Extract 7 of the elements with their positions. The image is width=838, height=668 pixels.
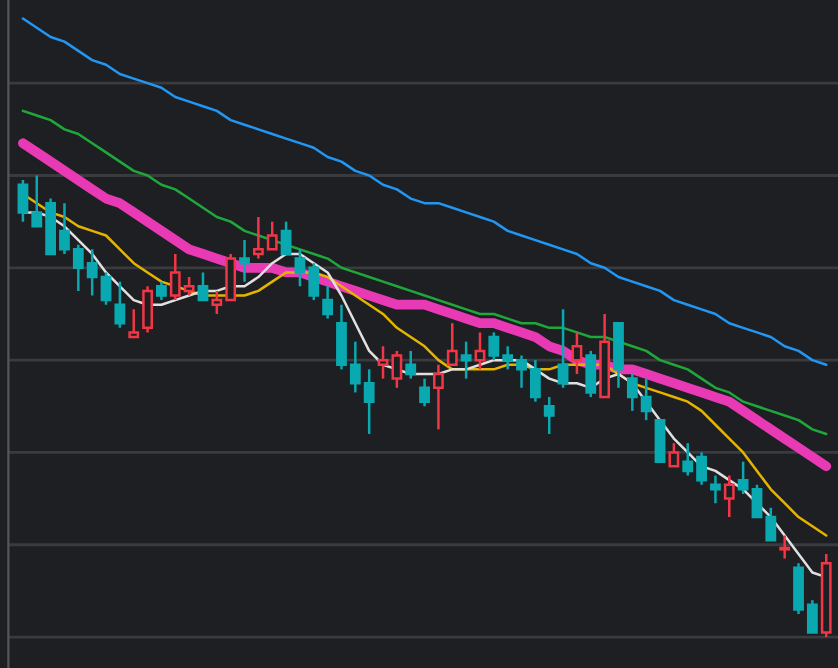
candlestick	[322, 285, 334, 320]
candlestick	[779, 534, 791, 560]
candlestick	[405, 349, 417, 380]
candlestick	[433, 363, 444, 431]
candlestick	[239, 238, 250, 283]
candlestick	[723, 474, 735, 519]
candlestick	[710, 474, 721, 505]
